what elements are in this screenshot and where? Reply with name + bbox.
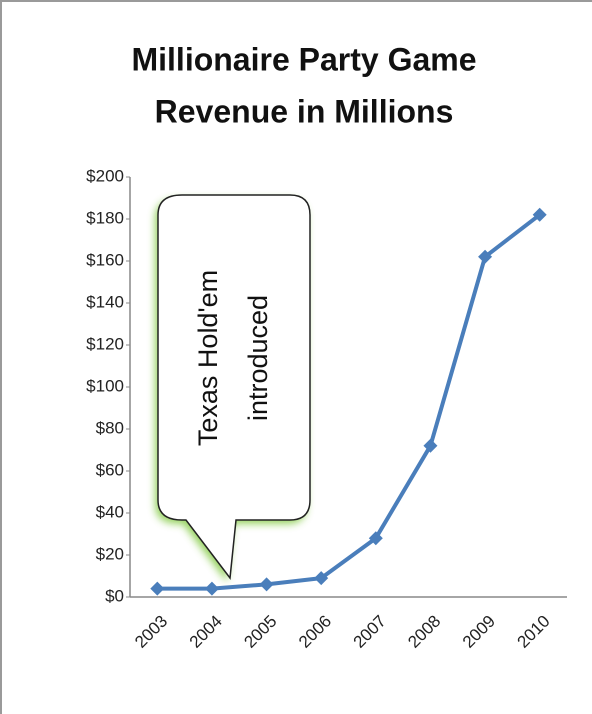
- marker: [423, 438, 438, 453]
- x-tick-label: 2008: [404, 612, 444, 652]
- marker: [314, 571, 329, 586]
- x-tick-label: 2005: [240, 612, 280, 652]
- chart-title: Millionaire Party Game: [131, 41, 476, 77]
- annotation: introduced: [243, 295, 273, 421]
- marker: [478, 249, 493, 264]
- x-tick-label: 2007: [350, 612, 390, 652]
- y-tick-label: $200: [86, 166, 124, 185]
- y-tick-label: $60: [96, 460, 124, 479]
- y-tick-label: $160: [86, 250, 124, 269]
- y-tick-label: $20: [96, 544, 124, 563]
- annotation: Texas Hold'em: [193, 270, 223, 446]
- x-tick-label: 2003: [131, 612, 171, 652]
- chart-title: Revenue in Millions: [155, 93, 454, 129]
- marker: [368, 531, 383, 546]
- x-tick-label: 2004: [186, 612, 226, 652]
- marker: [259, 577, 274, 592]
- callout: Texas Hold'em introduced: [155, 194, 311, 582]
- y-tick-label: $100: [86, 376, 124, 395]
- x-tick-label: 2006: [295, 612, 335, 652]
- x-tick-label: 2010: [514, 612, 554, 652]
- y-tick-label: $140: [86, 292, 124, 311]
- marker: [532, 207, 547, 222]
- y-tick-label: $180: [86, 208, 124, 227]
- y-tick-label: $40: [96, 502, 124, 521]
- marker: [204, 581, 219, 596]
- y-tick-label: $80: [96, 418, 124, 437]
- callout-box: [157, 194, 311, 580]
- series-line: [157, 213, 541, 591]
- y-tick-label: $0: [105, 586, 124, 605]
- x-tick-label: 2009: [459, 612, 499, 652]
- y-tick-label: $120: [86, 334, 124, 353]
- marker: [150, 581, 165, 596]
